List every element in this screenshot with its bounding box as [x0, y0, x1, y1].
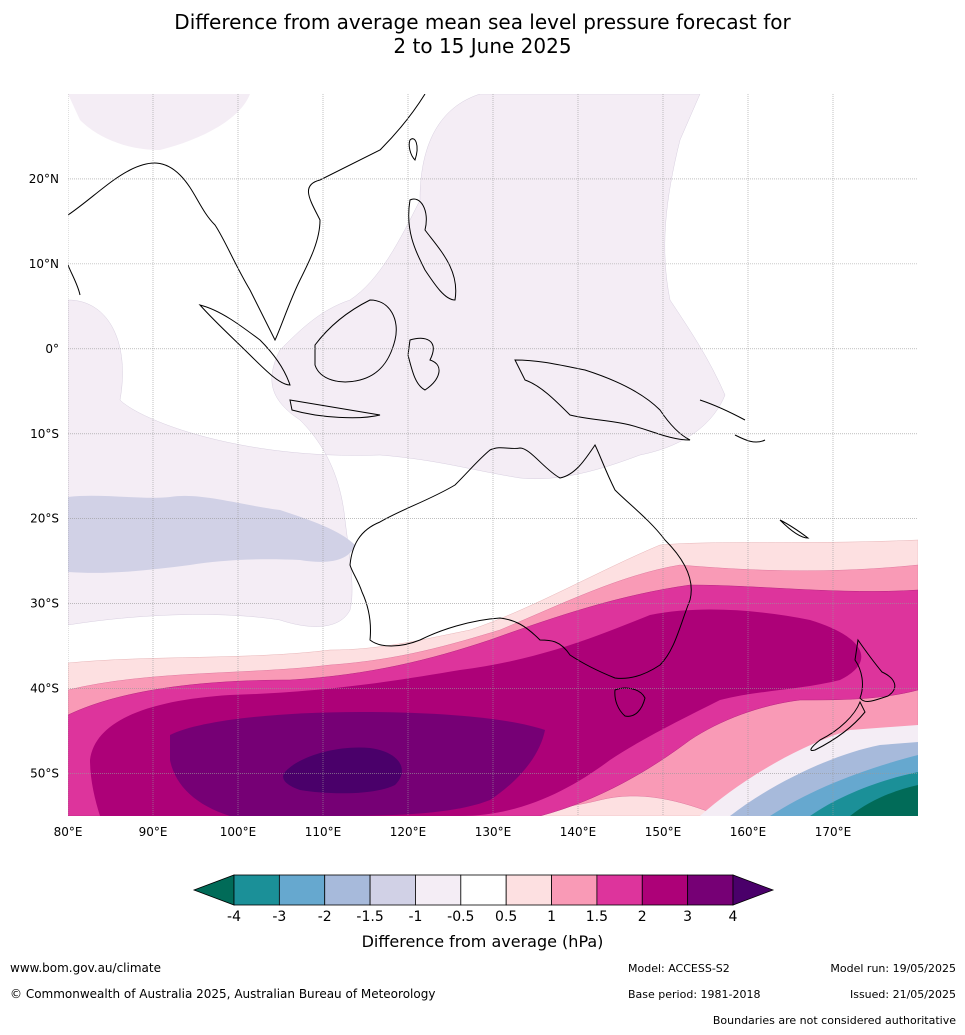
- latitude-labels: 20°N 10°N 0° 10°S 20°S 30°S 40°S 50°S: [29, 172, 59, 781]
- colorbar-tick-labels: -4 -3 -2 -1.5 -1 -0.5 0.5 1 1.5 2 3 4: [227, 909, 738, 925]
- footer-model-run: Model run: 19/05/2025: [830, 962, 956, 975]
- philippines-coast: [408, 198, 457, 301]
- colorbar-swatch: [687, 874, 734, 906]
- colorbar-label: Difference from average (hPa): [361, 932, 604, 951]
- colorbar-tick-label: -0.5: [447, 909, 474, 925]
- latitude-label: 40°S: [30, 682, 59, 696]
- colorbar-swatch: [505, 874, 552, 906]
- colorbar-swatch: [596, 874, 643, 906]
- colorbar-swatch: [415, 874, 462, 906]
- colorbar-tick-label: -4: [227, 909, 241, 925]
- longitude-label: 160°E: [730, 825, 767, 839]
- coastlines: [68, 94, 896, 751]
- colorbar-low-extend: [192, 874, 235, 906]
- colorbar-tick-label: -1.5: [356, 909, 383, 925]
- sulawesi-coast: [407, 337, 440, 391]
- india-coast: [68, 264, 81, 296]
- anomaly-band-minus-0-5-north: [68, 94, 250, 150]
- colorbar-high-extend: [732, 874, 775, 906]
- new-zealand-north-coast: [854, 638, 896, 702]
- java-coast: [289, 399, 381, 419]
- colorbar-tick-label: 4: [729, 909, 738, 925]
- asia-mainland-coast: [68, 94, 426, 342]
- anomaly-band-minus-4-se: [850, 785, 918, 816]
- longitude-labels: 80°E 90°E 100°E 110°E 120°E 130°E 140°E 150°E 16…: [54, 825, 852, 839]
- footer-copyright: © Commonwealth of Australia 2025, Austra…: [10, 987, 436, 1001]
- title-line-2: 2 to 15 June 2025: [393, 34, 572, 58]
- latitude-label: 20°S: [30, 512, 59, 526]
- new-guinea-coast: [514, 359, 691, 441]
- colorbar-tick-label: -2: [318, 909, 332, 925]
- australia-coast: [349, 444, 692, 679]
- colorbar-swatch: [460, 874, 507, 906]
- footer-boundaries-note: Boundaries are not considered authoritat…: [712, 1014, 956, 1027]
- latitude-label: 0°: [45, 342, 59, 356]
- graticule: [68, 94, 918, 816]
- taiwan-coast: [408, 138, 418, 161]
- title-line-1: Difference from average mean sea level p…: [174, 10, 791, 34]
- colorbar-swatch: [551, 874, 598, 906]
- colorbar: [192, 874, 775, 906]
- colorbar-tick-label: -1: [408, 909, 422, 925]
- longitude-label: 110°E: [305, 825, 342, 839]
- latitude-label: 30°S: [30, 597, 59, 611]
- longitude-label: 80°E: [54, 825, 83, 839]
- colorbar-swatch: [324, 874, 371, 906]
- latitude-label: 10°N: [29, 257, 59, 271]
- longitude-label: 130°E: [475, 825, 512, 839]
- colorbar-swatch: [233, 874, 280, 906]
- colorbar-swatch: [369, 874, 416, 906]
- footer-issued: Issued: 21/05/2025: [849, 988, 956, 1001]
- anomaly-band-minus-1: [68, 495, 355, 573]
- colorbar-tick-label: 0.5: [495, 909, 517, 925]
- new-caledonia-coast: [779, 519, 810, 539]
- latitude-label: 20°N: [29, 172, 59, 186]
- latitude-label: 50°S: [30, 767, 59, 781]
- longitude-label: 150°E: [645, 825, 682, 839]
- colorbar-tick-label: -3: [272, 909, 286, 925]
- longitude-label: 140°E: [560, 825, 597, 839]
- longitude-label: 170°E: [815, 825, 852, 839]
- tasmania-coast: [614, 687, 646, 717]
- footer-url[interactable]: www.bom.gov.au/climate: [10, 961, 161, 975]
- colorbar-tick-label: 2: [638, 909, 647, 925]
- footer-model: Model: ACCESS-S2: [628, 962, 730, 975]
- colorbar-tick-label: 3: [683, 909, 692, 925]
- colorbar-swatch: [641, 874, 689, 906]
- borneo-coast: [314, 299, 397, 383]
- map-plot-area: [68, 94, 918, 816]
- colorbar-tick-label: 1.5: [586, 909, 608, 925]
- latitude-label: 10°S: [30, 427, 59, 441]
- solomon-islands-coast: [699, 399, 766, 443]
- colorbar-swatch: [278, 874, 326, 906]
- longitude-label: 120°E: [390, 825, 427, 839]
- new-zealand-south-coast: [810, 700, 866, 751]
- map-title: Difference from average mean sea level p…: [0, 10, 965, 58]
- anomaly-band-4: [283, 747, 402, 794]
- longitude-label: 90°E: [139, 825, 168, 839]
- footer-base-period: Base period: 1981-2018: [628, 988, 761, 1001]
- sumatra-coast: [198, 304, 291, 386]
- longitude-label: 100°E: [220, 825, 257, 839]
- anomaly-band-minus-0-5: [68, 94, 726, 627]
- colorbar-tick-label: 1: [547, 909, 556, 925]
